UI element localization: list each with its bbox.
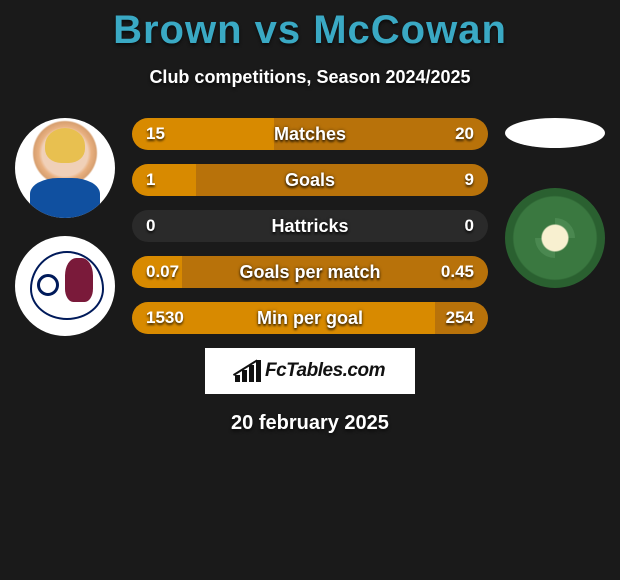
- stat-label: Hattricks: [132, 210, 488, 242]
- stat-bar-left: [132, 256, 182, 288]
- brand-chart-icon: [235, 360, 261, 382]
- player-left-club-badge: [15, 236, 115, 336]
- stat-bars: 1520Matches 19Goals 0 0Hattricks 0.070.45Goa…: [132, 118, 488, 334]
- stat-bar-right: [274, 118, 488, 150]
- stat-bar-right: [435, 302, 488, 334]
- page-title: Brown vs McCowan: [0, 0, 620, 53]
- brand-badge: FcTables.com: [205, 348, 415, 394]
- player-right-avatar: [505, 118, 605, 148]
- player-left-avatar: [15, 118, 115, 218]
- stat-value-left: 0: [146, 210, 155, 242]
- stat-row: 19Goals: [132, 164, 488, 196]
- player-right-column: [500, 118, 610, 288]
- player-right-club-badge: [505, 188, 605, 288]
- stat-row: 1520Matches: [132, 118, 488, 150]
- brand-text: FcTables.com: [265, 360, 385, 382]
- stat-bar-right: [196, 164, 488, 196]
- date-label: 20 february 2025: [0, 412, 620, 435]
- stat-bar-right: [182, 256, 488, 288]
- player-left-column: [10, 118, 120, 336]
- stat-bar-left: [132, 164, 196, 196]
- stat-row: 0.070.45Goals per match: [132, 256, 488, 288]
- stat-row: 1530254Min per goal: [132, 302, 488, 334]
- comparison-panel: 1520Matches 19Goals 0 0Hattricks 0.070.45Goa…: [0, 118, 620, 435]
- subtitle: Club competitions, Season 2024/2025: [0, 67, 620, 88]
- stat-value-right: 0: [465, 210, 474, 242]
- stat-bar-left: [132, 118, 274, 150]
- stat-row: 0 0Hattricks: [132, 210, 488, 242]
- stat-bar-left: [132, 302, 435, 334]
